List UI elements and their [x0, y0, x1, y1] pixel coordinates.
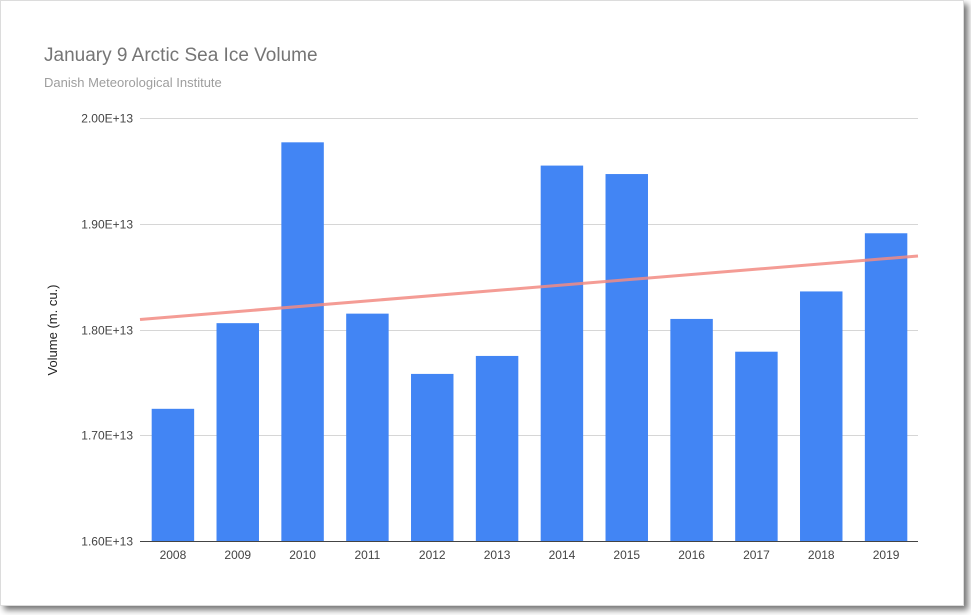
- trendline: [139, 254, 919, 321]
- bar: [475, 355, 519, 541]
- x-tick-label: 2018: [808, 548, 835, 562]
- x-tick-label: 2017: [743, 548, 770, 562]
- x-axis-ticks: 2008 2009 2010 2011 2012 2013 2014 2015 2016 2017…: [160, 548, 900, 562]
- x-tick-label: 2015: [613, 548, 640, 562]
- x-tick-label: 2014: [549, 548, 576, 562]
- trendline-group: [139, 254, 919, 321]
- bar: [670, 318, 713, 541]
- bar: [216, 323, 259, 541]
- y-tick-label: 1.60E+13: [81, 535, 133, 549]
- bars: [151, 142, 908, 542]
- y-axis-ticks: 1.60E+13 1.70E+13 1.80E+13 1.90E+13 2.00E+13: [81, 112, 133, 549]
- x-tick-label: 2011: [355, 548, 381, 562]
- bar: [605, 174, 648, 542]
- bar: [864, 233, 908, 541]
- y-tick-label: 1.70E+13: [81, 429, 133, 443]
- x-tick-label: 2009: [224, 548, 251, 562]
- bar: [411, 373, 454, 541]
- bar: [151, 408, 195, 541]
- bar: [800, 291, 843, 541]
- bar: [281, 142, 324, 541]
- chart-subtitle: Danish Meteorological Institute: [44, 75, 222, 90]
- y-axis-label: Volume (m. cu.): [45, 284, 60, 375]
- y-tick-label: 1.80E+13: [81, 324, 133, 338]
- y-tick-label: 2.00E+13: [81, 112, 133, 126]
- x-tick-label: 2016: [678, 548, 705, 562]
- gridlines: [140, 118, 918, 542]
- x-tick-label: 2012: [419, 548, 446, 562]
- bar: [346, 313, 389, 541]
- x-tick-label: 2010: [289, 548, 316, 562]
- bar: [540, 165, 584, 541]
- y-tick-label: 1.90E+13: [81, 218, 133, 232]
- bar: [735, 351, 778, 541]
- x-tick-label: 2013: [484, 548, 511, 562]
- chart-title: January 9 Arctic Sea Ice Volume: [44, 45, 318, 66]
- x-tick-label: 2008: [160, 548, 187, 562]
- x-tick-label: 2019: [873, 548, 900, 562]
